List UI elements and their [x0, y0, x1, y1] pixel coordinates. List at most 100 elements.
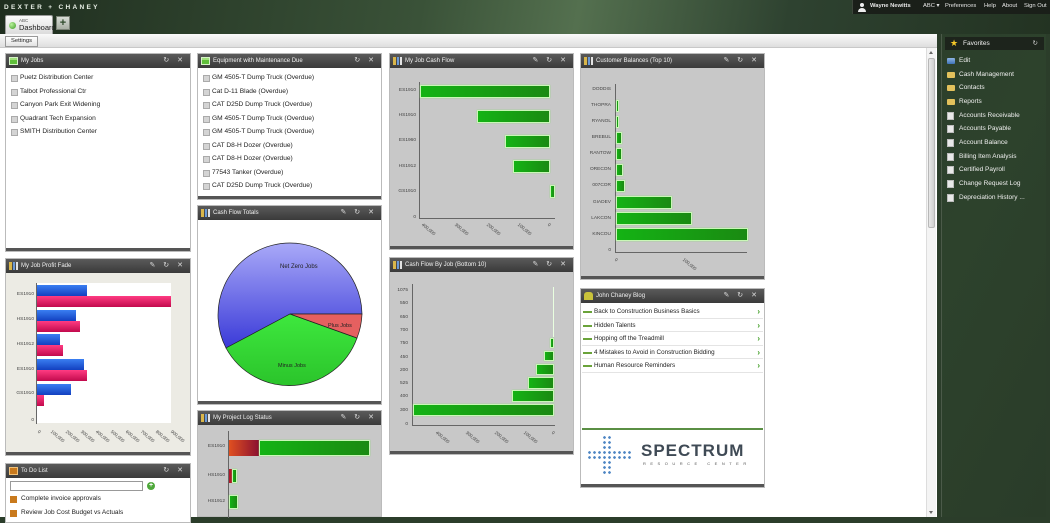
settings-refresh-close-icons[interactable]: ✎ ↻ ✕ [532, 57, 569, 64]
refresh-icon[interactable]: ↻ [1032, 40, 1038, 47]
dashboard-icon [9, 22, 16, 29]
bar [550, 185, 555, 198]
chevron-right-icon: › [757, 334, 760, 343]
edit-icon [947, 57, 955, 64]
chart-icon [393, 57, 402, 65]
pie-label-plus: Plus Jobs [328, 323, 352, 329]
chevron-right-icon: › [757, 320, 760, 330]
job-item[interactable]: Puetz Distribution Center [11, 71, 186, 85]
page-icon [947, 125, 954, 133]
todo-item[interactable]: Review Job Cost Budget vs Actuals [10, 509, 123, 517]
chart-icon [584, 57, 593, 65]
favorite-account-balance[interactable]: Account Balance [947, 136, 1008, 150]
equipment-item[interactable]: CAT D8-H Dozer (Overdue) [203, 139, 377, 153]
user-name[interactable]: Wayne Newitts [870, 3, 911, 9]
tab-dashboard[interactable]: ABC Dashboard [5, 15, 56, 34]
blog-post-link[interactable]: Human Resource Reminders › [582, 359, 763, 373]
preferences-link[interactable]: Preferences [945, 3, 977, 9]
refresh-close-icons[interactable]: ↻ ✕ [163, 57, 186, 64]
settings-refresh-close-icons[interactable]: ✎ ↻ ✕ [340, 414, 377, 421]
equipment-item[interactable]: GM 4505-T Dump Truck (Overdue) [203, 125, 377, 139]
vertical-scrollbar[interactable] [926, 48, 936, 517]
user-bar: Wayne Newitts ABC ▾ Preferences Help Abo… [852, 0, 1050, 14]
favorite-accounts-receivable[interactable]: Accounts Receivable [947, 109, 1020, 123]
settings-button[interactable]: Settings [5, 36, 38, 47]
page-icon [947, 166, 954, 174]
chevron-right-icon: › [757, 361, 760, 370]
equipment-item[interactable]: GM 4505-T Dump Truck (Overdue) [203, 112, 377, 126]
portlet-todo: To Do List ↻ ✕ + Complete invoice approva… [5, 463, 191, 523]
toolbar: Settings [0, 34, 937, 48]
scroll-down-icon[interactable] [929, 511, 933, 514]
favorite-change-request-log[interactable]: Change Request Log [947, 177, 1020, 191]
spectrum-banner-title[interactable]: SPECTRUM [641, 441, 745, 460]
favorite-accounts-payable[interactable]: Accounts Payable [947, 122, 1011, 136]
favorites-panel: ★ Favorites ↻ Edit Cash Management Conta… [941, 34, 1046, 517]
bar-series2 [37, 296, 171, 307]
chevron-right-icon: › [757, 347, 760, 357]
pie-label-minus: Minus Jobs [278, 363, 306, 369]
help-link[interactable]: Help [984, 3, 996, 9]
settings-refresh-close-icons[interactable]: ✎ ↻ ✕ [723, 57, 760, 64]
favorite-billing-item-analysis[interactable]: Billing Item Analysis [947, 150, 1016, 164]
scroll-up-icon[interactable] [929, 51, 933, 54]
blog-post-link[interactable]: 4 Mistakes to Avoid in Construction Bidd… [582, 346, 763, 359]
settings-refresh-close-icons[interactable]: ✎ ↻ ✕ [149, 262, 186, 269]
equipment-item[interactable]: 77543 Tanker (Overdue) [203, 166, 377, 180]
equipment-item[interactable]: Cat D-11 Blade (Overdue) [203, 85, 377, 99]
settings-refresh-close-icons[interactable]: ✎ ↻ ✕ [340, 209, 377, 216]
bar-series1 [37, 285, 87, 296]
favorite-contacts[interactable]: Contacts [947, 81, 985, 95]
add-todo-button[interactable]: + [147, 482, 155, 490]
portlet-title: John Chaney Blog [596, 293, 646, 299]
favorite-reports[interactable]: Reports [947, 95, 982, 109]
chevron-right-icon: › [757, 307, 760, 316]
refresh-close-icons[interactable]: ↻ ✕ [163, 467, 186, 474]
equipment-item[interactable]: CAT D25D Dump Truck (Overdue) [203, 98, 377, 112]
settings-refresh-close-icons[interactable]: ✎ ↻ ✕ [723, 292, 760, 299]
equipment-item[interactable]: CAT D25D Dump Truck (Overdue) [203, 179, 377, 193]
star-icon: ★ [950, 38, 959, 48]
portlet-job-cash-flow: My Job Cash Flow ✎ ↻ ✕ ES1910 HS1910 ES19… [389, 53, 574, 250]
favorite-edit[interactable]: Edit [947, 54, 970, 68]
tab-company: ABC [19, 18, 29, 23]
blog-post-link[interactable]: Hidden Talents › [582, 319, 763, 332]
header-bar: DEXTER + CHANEY ABC Dashboard + Wayne Ne… [0, 0, 1050, 34]
add-tab-button[interactable]: + [56, 16, 70, 30]
blog-post-link[interactable]: Hopping off the Treadmill › [582, 332, 763, 346]
portlet-project-log: My Project Log Status ✎ ↻ ✕ ES1910 HS1910… [197, 410, 382, 518]
portlet-title: My Jobs [21, 58, 44, 64]
job-item[interactable]: Talbot Professional Ctr [11, 85, 186, 99]
refresh-close-icons[interactable]: ↻ ✕ [354, 57, 377, 64]
portlet-title: My Job Profit Fade [21, 263, 72, 269]
chart-icon [9, 262, 18, 270]
favorite-depreciation-history[interactable]: Depreciation History ... [947, 191, 1025, 205]
portlet-cash-flow-by-job: Cash Flow By Job (Bottom 10) ✎ ↻ ✕ 1075 5… [389, 257, 574, 455]
scroll-thumb[interactable] [928, 58, 935, 228]
bar-closed [259, 440, 370, 456]
portlet-my-jobs: My Jobs ↻ ✕ Puetz Distribution Center Tal… [5, 53, 191, 252]
task-icon [10, 510, 17, 517]
portlet-profit-fade: My Job Profit Fade ✎ ↻ ✕ ES1910 HS1910 HS… [5, 258, 191, 456]
pie-chart: Net Zero Jobs Plus Jobs Minus Jobs [217, 242, 363, 386]
company-dropdown[interactable]: ABC ▾ [923, 3, 940, 9]
sign-out-link[interactable]: Sign Out [1024, 3, 1047, 9]
portlet-title: My Project Log Status [213, 415, 272, 421]
equipment-item[interactable]: GM 4505-T Dump Truck (Overdue) [203, 71, 377, 85]
favorite-certified-payroll[interactable]: Certified Payroll [947, 163, 1005, 177]
bar [477, 110, 550, 123]
page-icon [947, 139, 954, 147]
folder-icon [947, 84, 955, 91]
blog-post-link[interactable]: Back to Construction Business Basics › [582, 305, 763, 319]
job-item[interactable]: Quadrant Tech Expansion [11, 112, 186, 126]
equipment-item[interactable]: CAT D8-H Dozer (Overdue) [203, 152, 377, 166]
settings-refresh-close-icons[interactable]: ✎ ↻ ✕ [532, 261, 569, 268]
favorite-cash-management[interactable]: Cash Management [947, 68, 1014, 82]
job-item[interactable]: Canyon Park Exit Widening [11, 98, 186, 112]
pie-label-net-zero: Net Zero Jobs [280, 264, 318, 270]
job-item[interactable]: SMITH Distribution Center [11, 125, 186, 139]
about-link[interactable]: About [1002, 3, 1018, 9]
tab-label: Dashboard [19, 23, 56, 32]
todo-item[interactable]: Complete invoice approvals [10, 495, 101, 503]
todo-input[interactable] [10, 481, 143, 491]
